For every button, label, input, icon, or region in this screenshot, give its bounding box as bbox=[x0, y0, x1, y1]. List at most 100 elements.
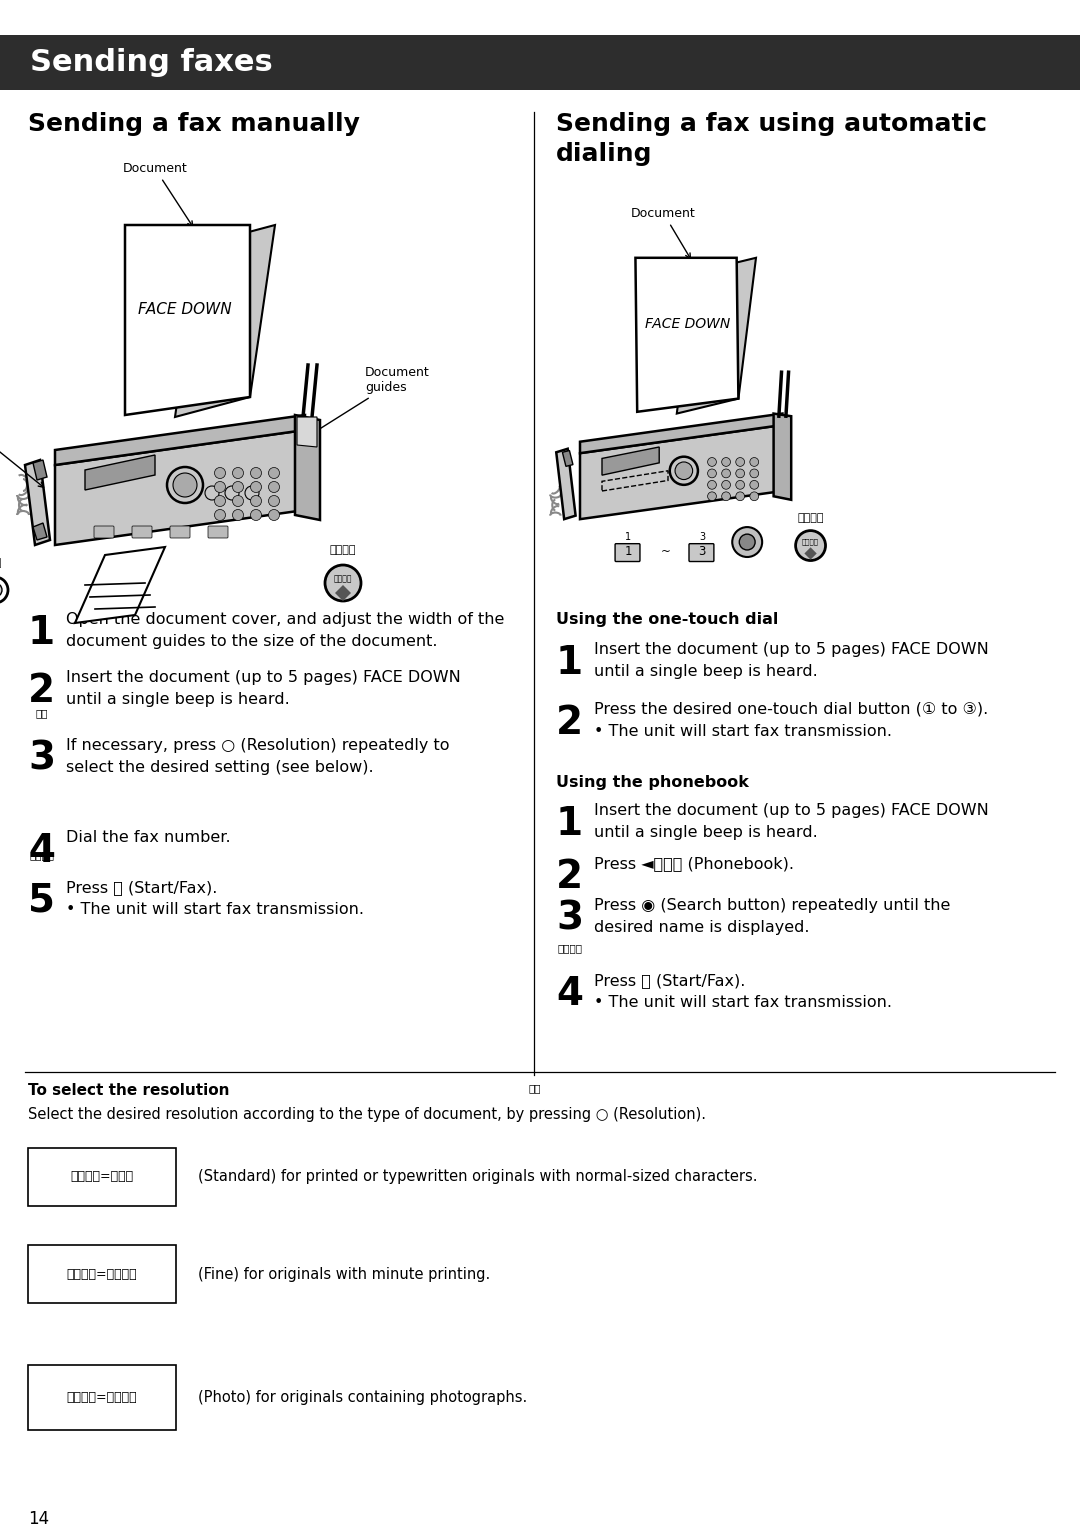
Text: スタート: スタート bbox=[802, 539, 819, 545]
Circle shape bbox=[251, 495, 261, 506]
Text: Press Ⓢ (Start/Fax).
• The unit will start fax transmission.: Press Ⓢ (Start/Fax). • The unit will sta… bbox=[66, 880, 364, 917]
Circle shape bbox=[750, 480, 758, 489]
Text: 1: 1 bbox=[28, 614, 55, 652]
Text: 画質: 画質 bbox=[0, 558, 2, 568]
Text: 2: 2 bbox=[556, 859, 583, 895]
Bar bbox=[28, 1365, 176, 1430]
Text: 5: 5 bbox=[28, 882, 55, 920]
Polygon shape bbox=[75, 547, 165, 623]
Text: Press ◄電話帳 (Phonebook).: Press ◄電話帳 (Phonebook). bbox=[594, 856, 794, 871]
Circle shape bbox=[269, 495, 280, 506]
Bar bbox=[28, 1245, 176, 1303]
Circle shape bbox=[215, 509, 226, 521]
Circle shape bbox=[215, 495, 226, 506]
Circle shape bbox=[0, 584, 2, 597]
Text: FACE DOWN: FACE DOWN bbox=[138, 303, 232, 318]
Polygon shape bbox=[175, 225, 275, 417]
Text: Document
guides: Document guides bbox=[313, 367, 430, 432]
Circle shape bbox=[707, 480, 716, 489]
Circle shape bbox=[750, 469, 758, 478]
Text: Press Ⓢ (Start/Fax).
• The unit will start fax transmission.: Press Ⓢ (Start/Fax). • The unit will sta… bbox=[594, 973, 892, 1010]
FancyBboxPatch shape bbox=[689, 544, 714, 561]
Text: 1: 1 bbox=[556, 805, 583, 843]
Circle shape bbox=[232, 495, 243, 506]
Text: カグシツ=チイサイ: カグシツ=チイサイ bbox=[67, 1268, 137, 1280]
Text: Sending a fax manually: Sending a fax manually bbox=[28, 112, 360, 136]
FancyBboxPatch shape bbox=[170, 526, 190, 538]
Text: ファクス: ファクス bbox=[797, 513, 824, 523]
Text: ファクス: ファクス bbox=[557, 943, 582, 953]
Polygon shape bbox=[125, 225, 249, 416]
Text: (Standard) for printed or typewritten originals with normal-sized characters.: (Standard) for printed or typewritten or… bbox=[198, 1169, 757, 1184]
Circle shape bbox=[675, 461, 692, 480]
Circle shape bbox=[721, 469, 730, 478]
Polygon shape bbox=[33, 460, 48, 480]
Circle shape bbox=[707, 457, 716, 466]
Text: 14: 14 bbox=[28, 1510, 49, 1528]
FancyBboxPatch shape bbox=[94, 526, 114, 538]
Polygon shape bbox=[85, 455, 156, 490]
Circle shape bbox=[732, 527, 762, 558]
Circle shape bbox=[796, 530, 825, 561]
Text: If necessary, press ○ (Resolution) repeatedly to
select the desired setting (see: If necessary, press ○ (Resolution) repea… bbox=[66, 738, 449, 775]
Circle shape bbox=[251, 468, 261, 478]
Bar bbox=[0, 35, 1080, 90]
Polygon shape bbox=[55, 416, 305, 465]
Text: Press ◉ (Search button) repeatedly until the
desired name is displayed.: Press ◉ (Search button) repeatedly until… bbox=[594, 898, 950, 935]
Polygon shape bbox=[805, 547, 816, 559]
Text: Select the desired resolution according to the type of document, by pressing ○ (: Select the desired resolution according … bbox=[28, 1106, 706, 1122]
Polygon shape bbox=[25, 460, 50, 545]
Circle shape bbox=[750, 492, 758, 501]
FancyBboxPatch shape bbox=[616, 544, 640, 561]
Circle shape bbox=[735, 469, 744, 478]
Text: Sending faxes: Sending faxes bbox=[30, 47, 273, 76]
Text: 4: 4 bbox=[28, 833, 55, 869]
Circle shape bbox=[215, 481, 226, 492]
Bar bbox=[28, 1148, 176, 1206]
Text: FACE DOWN: FACE DOWN bbox=[645, 316, 730, 330]
Circle shape bbox=[251, 481, 261, 492]
Polygon shape bbox=[580, 425, 782, 520]
Text: Insert the document (up to 5 pages) FACE DOWN
until a single beep is heard.: Insert the document (up to 5 pages) FACE… bbox=[594, 642, 989, 678]
Text: 3: 3 bbox=[556, 900, 583, 938]
Polygon shape bbox=[563, 451, 573, 466]
Polygon shape bbox=[556, 449, 576, 520]
Circle shape bbox=[173, 474, 197, 497]
Text: Using the one-touch dial: Using the one-touch dial bbox=[556, 613, 779, 626]
Polygon shape bbox=[297, 417, 318, 448]
Circle shape bbox=[269, 509, 280, 521]
Polygon shape bbox=[33, 523, 48, 539]
Circle shape bbox=[735, 457, 744, 466]
Text: ファクス: ファクス bbox=[329, 545, 356, 555]
Text: 2: 2 bbox=[556, 704, 583, 743]
Text: カグシツ=フツク: カグシツ=フツク bbox=[70, 1170, 134, 1184]
Circle shape bbox=[0, 578, 8, 604]
Text: Document: Document bbox=[631, 206, 696, 258]
Circle shape bbox=[707, 469, 716, 478]
Text: 3: 3 bbox=[699, 532, 705, 542]
Text: 3: 3 bbox=[699, 545, 706, 558]
Circle shape bbox=[269, 481, 280, 492]
FancyBboxPatch shape bbox=[132, 526, 152, 538]
Text: 1: 1 bbox=[625, 532, 632, 542]
Circle shape bbox=[670, 457, 698, 484]
Text: Document: Document bbox=[123, 162, 192, 226]
Text: Document cover: Document cover bbox=[0, 384, 43, 487]
Text: 1: 1 bbox=[556, 643, 583, 681]
Polygon shape bbox=[335, 585, 351, 601]
Circle shape bbox=[735, 480, 744, 489]
Circle shape bbox=[225, 486, 239, 500]
Polygon shape bbox=[295, 416, 320, 520]
Text: Using the phonebook: Using the phonebook bbox=[556, 775, 748, 790]
Text: スタート: スタート bbox=[334, 575, 352, 584]
Text: Press the desired one-touch dial button (① to ③).
• The unit will start fax tran: Press the desired one-touch dial button … bbox=[594, 701, 988, 738]
Circle shape bbox=[721, 492, 730, 501]
Polygon shape bbox=[773, 414, 792, 500]
Text: 4: 4 bbox=[556, 975, 583, 1013]
Circle shape bbox=[721, 457, 730, 466]
Text: To select the resolution: To select the resolution bbox=[28, 1083, 229, 1099]
FancyBboxPatch shape bbox=[208, 526, 228, 538]
Circle shape bbox=[750, 457, 758, 466]
Polygon shape bbox=[580, 414, 782, 454]
Text: Sending a fax using automatic
dialing: Sending a fax using automatic dialing bbox=[556, 112, 987, 165]
